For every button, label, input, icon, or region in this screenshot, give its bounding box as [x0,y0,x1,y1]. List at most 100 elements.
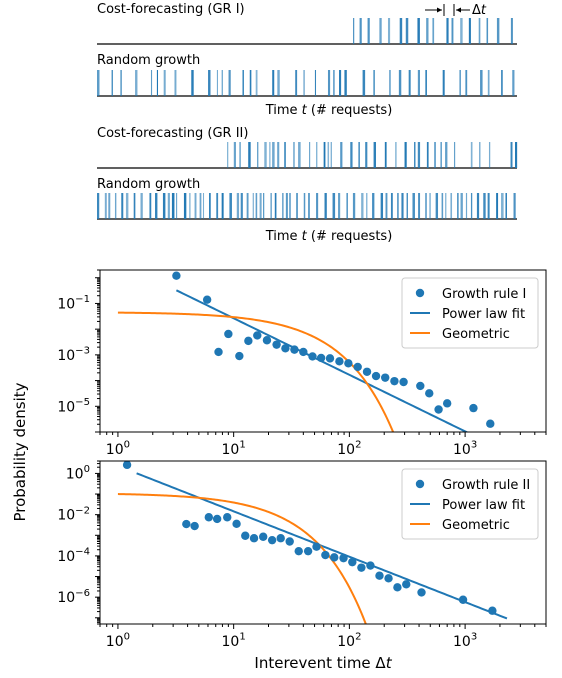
data-point-2-5 [223,513,232,522]
raster-event-3-19 [358,142,360,168]
data-point-2-3 [204,513,214,522]
raster-event-3-34 [488,142,491,168]
raster-event-2-3 [135,70,138,96]
raster-event-4-19 [209,193,211,219]
raster-label-3: Cost-forecasting (GR II) [97,126,248,141]
raster-event-2-9 [208,70,211,96]
raster-label-1: Cost-forecasting (GR I) [97,2,245,17]
raster-event-3-9 [284,142,286,168]
data-point-1-11 [299,347,308,357]
raster-event-4-71 [513,193,516,219]
legend-marker-points-1 [415,288,425,298]
raster-panel-3: Cost-forecasting (GR II) [97,126,518,169]
raster-event-1-5 [399,18,403,44]
raster-event-3-8 [277,142,280,168]
raster-event-4-16 [194,193,197,219]
raster-event-4-41 [338,193,341,219]
raster-event-2-31 [425,70,427,96]
data-point-1-3 [224,329,233,339]
data-point-1-21 [390,376,399,386]
interevent-panel-growth-rule-1: 100 101 102 103 10−5 10−3 10−1 Growth rule I Pow… [57,269,547,458]
raster-event-3-12 [309,142,311,168]
data-point-2-8 [249,534,259,543]
raster-event-4-22 [229,193,232,219]
raster-event-4-6 [133,193,136,219]
data-point-2-20 [357,563,366,572]
legend-label-2-2: Geometric [442,518,510,533]
raster-event-3-21 [373,142,376,168]
raster-event-4-32 [282,193,284,219]
raster-event-3-32 [470,142,473,168]
raster-event-4-55 [425,193,427,219]
data-point-2-4 [212,514,222,524]
interval-arrowhead-right [456,7,461,13]
raster-event-2-37 [500,70,503,96]
raster-event-4-60 [450,193,453,219]
raster-event-4-5 [125,193,129,219]
raster-event-2-14 [249,70,252,96]
raster-event-1-15 [486,18,489,44]
raster-event-4-30 [270,193,272,219]
raster-event-2-4 [150,70,153,96]
axes-frame-2 [99,460,547,625]
data-point-2-7 [241,531,250,540]
raster-event-1-17 [510,18,513,44]
interval-arrowhead-left [437,7,442,13]
raster-event-4-45 [366,193,368,219]
raster-event-4-70 [505,193,507,219]
raster-event-1-0 [353,18,355,44]
raster-event-3-20 [365,142,368,168]
data-point-1-7 [262,336,272,345]
raster-event-4-29 [263,193,265,219]
raster-event-3-29 [440,142,442,168]
data-point-2-0 [122,461,132,470]
raster-event-4-50 [397,193,399,219]
raster-event-4-21 [221,193,224,219]
raster-event-3-3 [248,142,251,168]
raster-event-2-29 [408,70,411,96]
data-point-1-12 [308,352,317,361]
raster-event-4-23 [236,193,240,219]
y-tick-label-1-0: 10−5 [57,397,90,415]
raster-event-4-67 [487,193,490,219]
data-point-2-2 [190,521,199,531]
data-point-1-28 [486,419,495,428]
raster-event-4-11 [167,193,170,219]
raster-panel-1: Cost-forecasting (GR I) [97,2,517,45]
data-point-1-20 [381,373,390,382]
data-point-1-5 [244,336,253,346]
raster-event-4-26 [252,193,254,219]
raster-event-4-38 [316,193,319,219]
data-point-2-14 [303,546,313,556]
data-point-1-8 [272,340,281,349]
data-point-2-12 [285,537,294,546]
shared-y-axis-label: Probability density [11,382,29,521]
raster-event-2-15 [255,70,258,96]
raster-event-3-25 [414,142,416,168]
data-point-1-24 [425,389,434,398]
raster-event-4-63 [465,193,468,219]
plot-area-1 [117,271,495,432]
x-tick-label-2-2: 102 [337,632,361,650]
raster-event-1-10 [446,18,449,44]
raster-event-2-21 [327,70,331,96]
data-point-2-6 [232,519,241,529]
data-point-2-26 [417,588,426,597]
y-tick-label-2-3: 100 [66,464,90,482]
raster-event-2-26 [373,70,375,96]
raster-event-4-64 [470,193,473,219]
data-point-1-1 [202,295,212,304]
raster-event-2-13 [242,70,244,96]
data-point-2-23 [384,574,393,583]
raster-event-4-69 [501,193,504,219]
data-point-1-15 [335,357,344,366]
raster-event-2-22 [333,70,335,96]
raster-event-1-14 [478,18,481,44]
raster-panel-2: Random growth [97,53,517,97]
raster-event-4-46 [372,193,375,219]
legend-2: Growth rule II Power law fit Geometric [401,468,539,540]
raster-event-4-13 [176,193,178,219]
plot-area-2 [117,461,508,624]
raster-event-1-9 [432,18,435,44]
raster-event-1-13 [468,18,471,44]
